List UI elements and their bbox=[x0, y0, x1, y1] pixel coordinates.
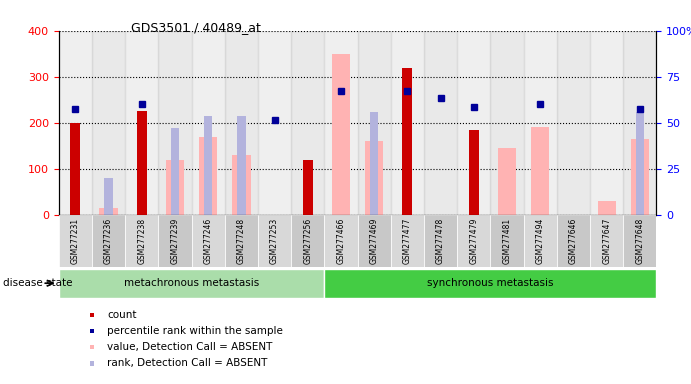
FancyBboxPatch shape bbox=[524, 215, 557, 267]
Text: GSM277236: GSM277236 bbox=[104, 218, 113, 264]
Bar bbox=[291, 31, 324, 215]
Bar bbox=[92, 31, 125, 215]
Text: count: count bbox=[107, 310, 137, 320]
Bar bbox=[557, 31, 590, 215]
Bar bbox=[332, 54, 350, 215]
Text: metachronous metastasis: metachronous metastasis bbox=[124, 278, 259, 288]
Bar bbox=[598, 201, 616, 215]
Text: GSM277238: GSM277238 bbox=[138, 218, 146, 264]
Bar bbox=[424, 31, 457, 215]
Bar bbox=[498, 148, 516, 215]
Text: GSM277646: GSM277646 bbox=[569, 218, 578, 264]
FancyBboxPatch shape bbox=[92, 215, 125, 267]
Text: GSM277469: GSM277469 bbox=[370, 218, 379, 264]
Text: GSM277494: GSM277494 bbox=[536, 218, 545, 264]
Bar bbox=[191, 31, 225, 215]
Bar bbox=[258, 31, 291, 215]
Text: GSM277648: GSM277648 bbox=[635, 218, 644, 264]
Text: GSM277647: GSM277647 bbox=[602, 218, 611, 264]
Bar bbox=[623, 31, 656, 215]
Bar bbox=[357, 31, 391, 215]
Text: GSM277248: GSM277248 bbox=[237, 218, 246, 264]
Bar bbox=[370, 112, 379, 215]
Bar bbox=[491, 31, 524, 215]
Bar bbox=[636, 112, 644, 215]
Bar bbox=[232, 155, 251, 215]
Bar bbox=[100, 208, 117, 215]
FancyBboxPatch shape bbox=[125, 215, 158, 267]
Bar bbox=[59, 31, 92, 215]
Bar bbox=[524, 31, 557, 215]
FancyBboxPatch shape bbox=[424, 215, 457, 267]
Bar bbox=[303, 160, 313, 215]
Text: rank, Detection Call = ABSENT: rank, Detection Call = ABSENT bbox=[107, 358, 267, 368]
FancyBboxPatch shape bbox=[457, 215, 491, 267]
Bar bbox=[225, 31, 258, 215]
Text: GSM277481: GSM277481 bbox=[502, 218, 511, 264]
Text: GSM277231: GSM277231 bbox=[71, 218, 80, 264]
FancyBboxPatch shape bbox=[324, 215, 358, 267]
Bar bbox=[391, 31, 424, 215]
Text: GSM277239: GSM277239 bbox=[171, 218, 180, 264]
FancyBboxPatch shape bbox=[59, 269, 324, 298]
Bar bbox=[324, 31, 357, 215]
Text: synchronous metastasis: synchronous metastasis bbox=[427, 278, 553, 288]
Text: GSM277246: GSM277246 bbox=[204, 218, 213, 264]
FancyBboxPatch shape bbox=[623, 215, 656, 267]
Bar bbox=[468, 130, 479, 215]
FancyBboxPatch shape bbox=[557, 215, 590, 267]
Text: GSM277477: GSM277477 bbox=[403, 218, 412, 264]
Bar bbox=[158, 31, 191, 215]
Bar bbox=[166, 160, 184, 215]
Text: GSM277256: GSM277256 bbox=[303, 218, 312, 264]
FancyBboxPatch shape bbox=[491, 215, 524, 267]
Text: disease state: disease state bbox=[3, 278, 73, 288]
Bar bbox=[631, 139, 649, 215]
Text: GSM277479: GSM277479 bbox=[469, 218, 478, 264]
Bar bbox=[204, 116, 212, 215]
Text: percentile rank within the sample: percentile rank within the sample bbox=[107, 326, 283, 336]
FancyBboxPatch shape bbox=[391, 215, 424, 267]
Bar bbox=[402, 68, 413, 215]
Text: GDS3501 / 40489_at: GDS3501 / 40489_at bbox=[131, 21, 261, 34]
FancyBboxPatch shape bbox=[358, 215, 391, 267]
Bar bbox=[365, 141, 384, 215]
Bar bbox=[199, 137, 217, 215]
Bar bbox=[237, 116, 245, 215]
Text: GSM277478: GSM277478 bbox=[436, 218, 445, 264]
Bar bbox=[590, 31, 623, 215]
Text: GSM277253: GSM277253 bbox=[270, 218, 279, 264]
Bar bbox=[531, 127, 549, 215]
FancyBboxPatch shape bbox=[158, 215, 191, 267]
Bar bbox=[70, 123, 80, 215]
Bar bbox=[125, 31, 158, 215]
Bar bbox=[104, 178, 113, 215]
Text: GSM277466: GSM277466 bbox=[337, 218, 346, 264]
FancyBboxPatch shape bbox=[258, 215, 291, 267]
Text: value, Detection Call = ABSENT: value, Detection Call = ABSENT bbox=[107, 342, 272, 352]
FancyBboxPatch shape bbox=[324, 269, 656, 298]
FancyBboxPatch shape bbox=[59, 215, 92, 267]
Bar bbox=[137, 111, 146, 215]
Bar bbox=[457, 31, 491, 215]
Bar bbox=[171, 128, 179, 215]
FancyBboxPatch shape bbox=[590, 215, 623, 267]
FancyBboxPatch shape bbox=[291, 215, 324, 267]
FancyBboxPatch shape bbox=[191, 215, 225, 267]
FancyBboxPatch shape bbox=[225, 215, 258, 267]
